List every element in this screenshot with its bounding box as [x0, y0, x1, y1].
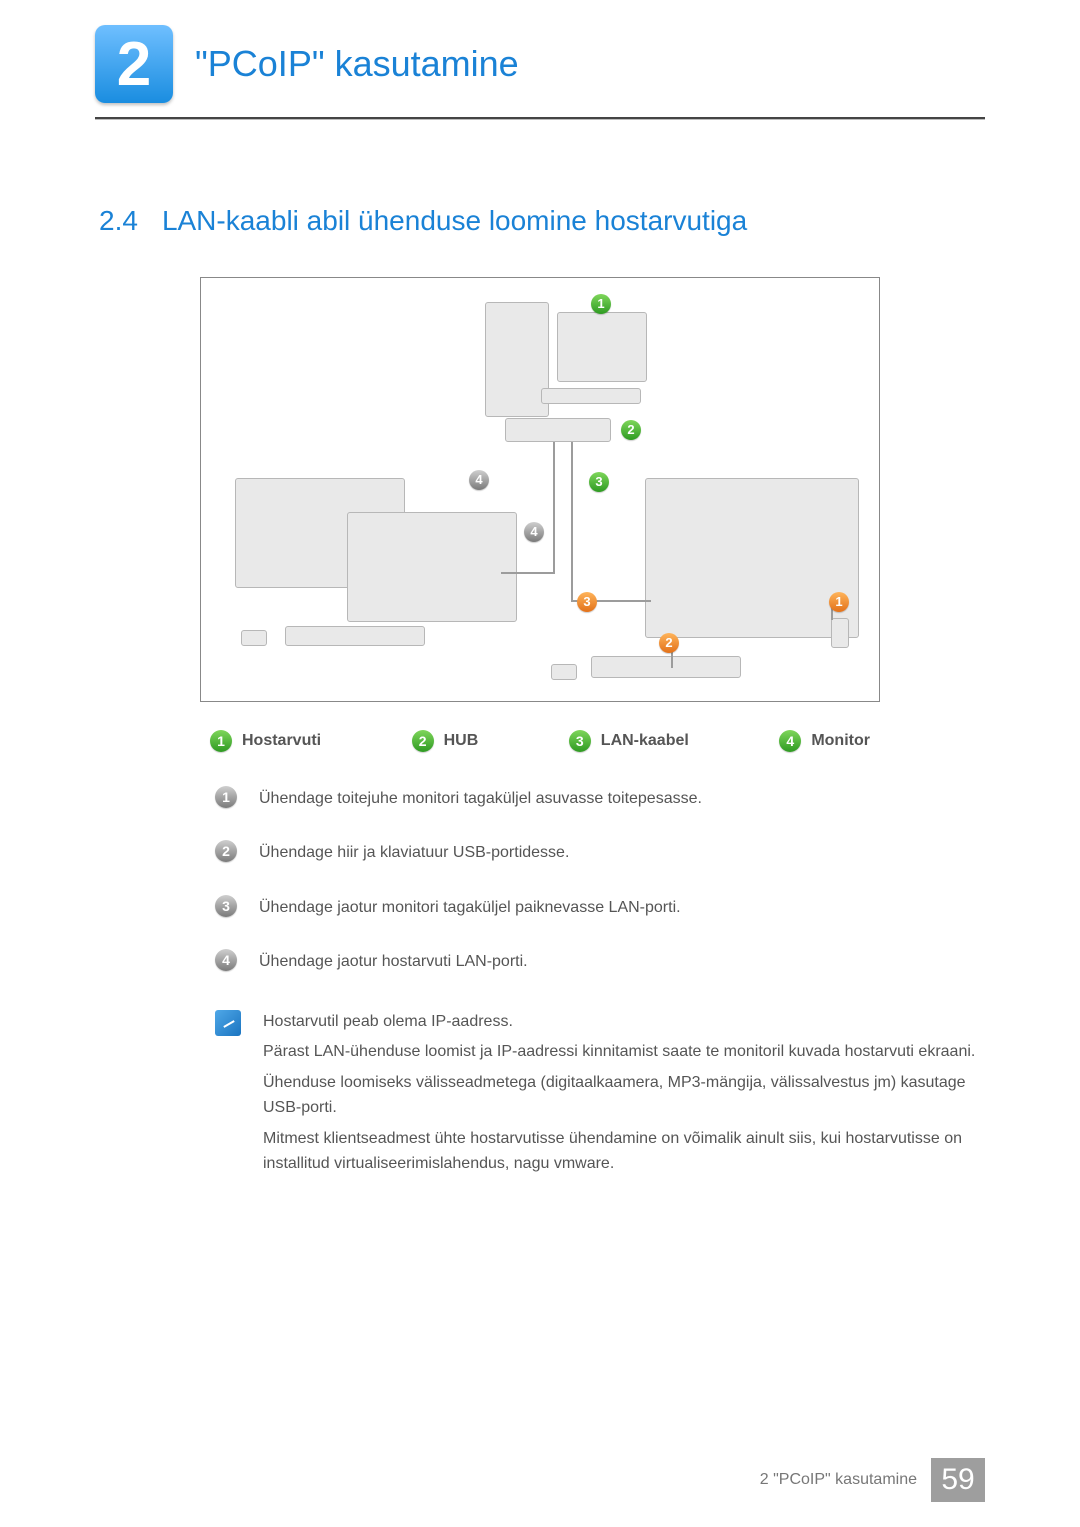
chapter-header: 2 "PCoIP" kasutamine	[95, 25, 985, 103]
note-body: Hostarvutil peab olema IP-aadress. Pärast…	[263, 1010, 1005, 1183]
legend-label-2: HUB	[444, 732, 479, 750]
device-left_mouse	[241, 630, 267, 646]
device-plug	[831, 618, 849, 648]
diagram-marker-3-5: 3	[577, 592, 597, 612]
note-line-0: Hostarvutil peab olema IP-aadress.	[263, 1010, 1005, 1035]
device-hub	[505, 418, 611, 442]
legend-label-4: Monitor	[811, 732, 870, 750]
page-footer: 2 "PCoIP" kasutamine 59	[760, 1458, 985, 1502]
note-block: Hostarvutil peab olema IP-aadress. Pärast…	[215, 1010, 1005, 1183]
device-left_kbd	[285, 626, 425, 646]
step-marker-1: 1	[215, 786, 237, 808]
note-line-2: Ühenduse loomiseks välisseadmetega (digi…	[263, 1071, 1005, 1121]
device-host_pc	[485, 302, 549, 417]
diagram-marker-4-3: 4	[469, 470, 489, 490]
legend-marker-4: 4	[779, 730, 801, 752]
note-icon	[215, 1010, 241, 1036]
footer-page-number: 59	[931, 1458, 985, 1502]
legend-item-4: 4 Monitor	[779, 730, 870, 752]
step-2: 2 Ühendage hiir ja klaviatuur USB-portide…	[215, 840, 985, 864]
step-marker-2: 2	[215, 840, 237, 862]
cable-2	[571, 442, 573, 600]
step-4: 4 Ühendage jaotur hostarvuti LAN-porti.	[215, 949, 985, 973]
cable-0	[553, 442, 555, 572]
legend-label-1: Hostarvuti	[242, 732, 321, 750]
device-right_mouse	[551, 664, 577, 680]
rule-secondary	[95, 119, 985, 120]
step-text-3: Ühendage jaotur monitori tagaküljel paik…	[259, 895, 681, 919]
diagram-marker-2-1: 2	[621, 420, 641, 440]
step-text-1: Ühendage toitejuhe monitori tagaküljel a…	[259, 786, 702, 810]
note-line-1: Pärast LAN-ühenduse loomist ja IP-aadres…	[263, 1040, 1005, 1065]
diagram-legend: 1 Hostarvuti 2 HUB 3 LAN-kaabel 4 Monitor	[200, 730, 880, 752]
note-line-3: Mitmest klientseadmest ühte hostarvutiss…	[263, 1127, 1005, 1177]
device-left_mon_2	[347, 512, 517, 622]
legend-item-1: 1 Hostarvuti	[210, 730, 321, 752]
diagram-marker-1-0: 1	[591, 294, 611, 314]
chapter-title: "PCoIP" kasutamine	[195, 43, 519, 85]
diagram-marker-1-6: 1	[829, 592, 849, 612]
device-right_frame	[645, 478, 859, 638]
legend-item-3: 3 LAN-kaabel	[569, 730, 689, 752]
steps-list: 1 Ühendage toitejuhe monitori tagaküljel …	[215, 786, 985, 974]
diagram-marker-4-4: 4	[524, 522, 544, 542]
section-number: 2.4	[99, 205, 138, 237]
connection-diagram: 1 2 3 4 4 3 1 2	[200, 277, 880, 702]
section-title: LAN-kaabli abil ühenduse loomine hostarv…	[162, 205, 747, 237]
device-host_keyboard	[541, 388, 641, 404]
page: 2 "PCoIP" kasutamine 2.4 LAN-kaabli abil…	[0, 0, 1080, 1527]
legend-item-2: 2 HUB	[412, 730, 479, 752]
step-3: 3 Ühendage jaotur monitori tagaküljel pai…	[215, 895, 985, 919]
legend-marker-3: 3	[569, 730, 591, 752]
footer-text: 2 "PCoIP" kasutamine	[760, 1471, 917, 1489]
section-heading: 2.4 LAN-kaabli abil ühenduse loomine hos…	[99, 205, 985, 237]
diagram-marker-2-7: 2	[659, 633, 679, 653]
diagram-marker-3-2: 3	[589, 472, 609, 492]
step-marker-4: 4	[215, 949, 237, 971]
legend-marker-2: 2	[412, 730, 434, 752]
legend-marker-1: 1	[210, 730, 232, 752]
device-host_monitor	[557, 312, 647, 382]
step-text-4: Ühendage jaotur hostarvuti LAN-porti.	[259, 949, 528, 973]
step-1: 1 Ühendage toitejuhe monitori tagaküljel …	[215, 786, 985, 810]
step-text-2: Ühendage hiir ja klaviatuur USB-portides…	[259, 840, 569, 864]
legend-label-3: LAN-kaabel	[601, 732, 689, 750]
cable-1	[501, 572, 555, 574]
device-right_kbd	[591, 656, 741, 678]
step-marker-3: 3	[215, 895, 237, 917]
chapter-number-badge: 2	[95, 25, 173, 103]
